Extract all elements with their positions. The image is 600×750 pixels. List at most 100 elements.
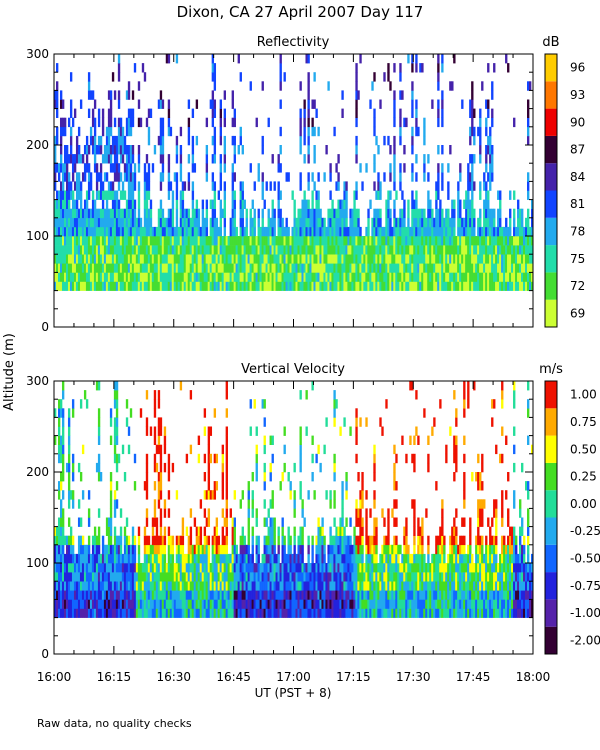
heatmap-cell bbox=[345, 181, 348, 191]
heatmap-cell bbox=[159, 199, 163, 209]
heatmap-cell bbox=[479, 226, 482, 237]
heatmap-cell bbox=[359, 417, 362, 427]
heatmap-cell bbox=[99, 572, 103, 582]
heatmap-cell bbox=[155, 553, 159, 564]
heatmap-cell bbox=[133, 63, 137, 73]
heatmap-cell bbox=[341, 590, 344, 600]
heatmap-cell bbox=[56, 199, 59, 209]
heatmap-cell bbox=[71, 572, 75, 582]
heatmap-cell bbox=[263, 499, 266, 509]
heatmap-cell bbox=[375, 281, 378, 291]
heatmap-cell bbox=[263, 572, 266, 582]
heatmap-cell bbox=[415, 281, 418, 291]
heatmap-cell bbox=[69, 135, 73, 146]
heatmap-cell bbox=[135, 608, 139, 618]
heatmap-cell bbox=[247, 526, 250, 536]
heatmap-cell bbox=[65, 581, 69, 591]
heatmap-cell bbox=[279, 126, 282, 137]
heatmap-cell bbox=[469, 172, 472, 182]
heatmap-cell bbox=[469, 99, 472, 109]
heatmap-cell bbox=[317, 517, 320, 527]
heatmap-cell bbox=[115, 453, 119, 464]
heatmap-cell bbox=[54, 590, 57, 600]
heatmap-cell bbox=[221, 462, 224, 473]
heatmap-cell bbox=[489, 217, 492, 228]
heatmap-cell bbox=[185, 608, 189, 618]
heatmap-cell bbox=[189, 281, 193, 291]
heatmap-cell bbox=[201, 199, 205, 209]
heatmap-cell bbox=[71, 553, 75, 564]
heatmap-cell bbox=[113, 608, 117, 618]
heatmap-cell bbox=[61, 126, 65, 137]
heatmap-cell bbox=[79, 599, 83, 609]
heatmap-cell bbox=[181, 263, 185, 273]
heatmap-cell bbox=[255, 563, 258, 573]
heatmap-cell bbox=[391, 553, 394, 564]
heatmap-cell bbox=[451, 263, 454, 273]
heatmap-cell bbox=[211, 535, 215, 546]
heatmap-cell bbox=[329, 499, 332, 509]
heatmap-cell bbox=[487, 208, 490, 219]
heatmap-cell bbox=[327, 208, 330, 219]
heatmap-cell bbox=[393, 199, 396, 209]
heatmap-cell bbox=[199, 599, 203, 609]
heatmap-cell bbox=[139, 581, 143, 591]
heatmap-cell bbox=[281, 535, 284, 546]
heatmap-cell bbox=[381, 563, 384, 573]
heatmap-cell bbox=[71, 499, 75, 509]
heatmap-cell bbox=[335, 608, 338, 618]
heatmap-cell bbox=[199, 245, 203, 255]
heatmap-cell bbox=[159, 135, 163, 146]
heatmap-cell bbox=[377, 563, 380, 573]
heatmap-cell bbox=[417, 245, 420, 255]
heatmap-cell bbox=[351, 272, 354, 282]
heatmap-cell bbox=[383, 590, 386, 600]
heatmap-cell bbox=[81, 245, 85, 255]
heatmap-cell bbox=[373, 517, 376, 527]
heatmap-cell bbox=[233, 254, 236, 264]
heatmap-cell bbox=[261, 236, 264, 246]
heatmap-cell bbox=[157, 444, 161, 455]
heatmap-cell bbox=[307, 236, 310, 246]
heatmap-cell bbox=[297, 236, 300, 246]
heatmap-cell bbox=[263, 581, 266, 591]
heatmap-cell bbox=[269, 590, 272, 600]
heatmap-cell bbox=[499, 281, 502, 291]
heatmap-cell bbox=[453, 272, 456, 282]
heatmap-cell bbox=[189, 553, 193, 564]
heatmap-cell bbox=[201, 217, 205, 228]
heatmap-cell bbox=[473, 226, 476, 237]
heatmap-cell bbox=[235, 245, 238, 255]
heatmap-cell bbox=[113, 217, 117, 228]
heatmap-cell bbox=[207, 462, 211, 473]
heatmap-cell bbox=[359, 581, 362, 591]
heatmap-cell bbox=[79, 236, 83, 246]
heatmap-cell bbox=[123, 590, 127, 600]
heatmap-cell bbox=[447, 190, 450, 200]
heatmap-cell bbox=[193, 281, 197, 291]
heatmap-cell bbox=[139, 599, 143, 609]
heatmap-cell bbox=[367, 226, 370, 237]
heatmap-cell bbox=[355, 599, 358, 609]
heatmap-cell bbox=[483, 226, 486, 237]
heatmap-cell bbox=[56, 126, 59, 137]
heatmap-cell bbox=[391, 599, 394, 609]
heatmap-cell bbox=[103, 190, 107, 200]
heatmap-cell bbox=[297, 608, 300, 618]
heatmap-cell bbox=[159, 508, 163, 518]
heatmap-cell bbox=[369, 254, 372, 264]
heatmap-cell bbox=[223, 572, 226, 582]
heatmap-cell bbox=[431, 263, 434, 273]
heatmap-cell bbox=[81, 563, 85, 573]
heatmap-cell bbox=[265, 181, 268, 191]
heatmap-cell bbox=[57, 281, 61, 291]
heatmap-cell bbox=[353, 563, 356, 573]
heatmap-cell bbox=[305, 263, 308, 273]
heatmap-cell bbox=[77, 236, 81, 246]
heatmap-cell bbox=[187, 181, 191, 191]
heatmap-cell bbox=[461, 263, 464, 273]
heatmap-cell bbox=[387, 581, 390, 591]
heatmap-cell bbox=[135, 245, 139, 255]
heatmap-cell bbox=[305, 199, 308, 209]
heatmap-cell bbox=[429, 281, 432, 291]
